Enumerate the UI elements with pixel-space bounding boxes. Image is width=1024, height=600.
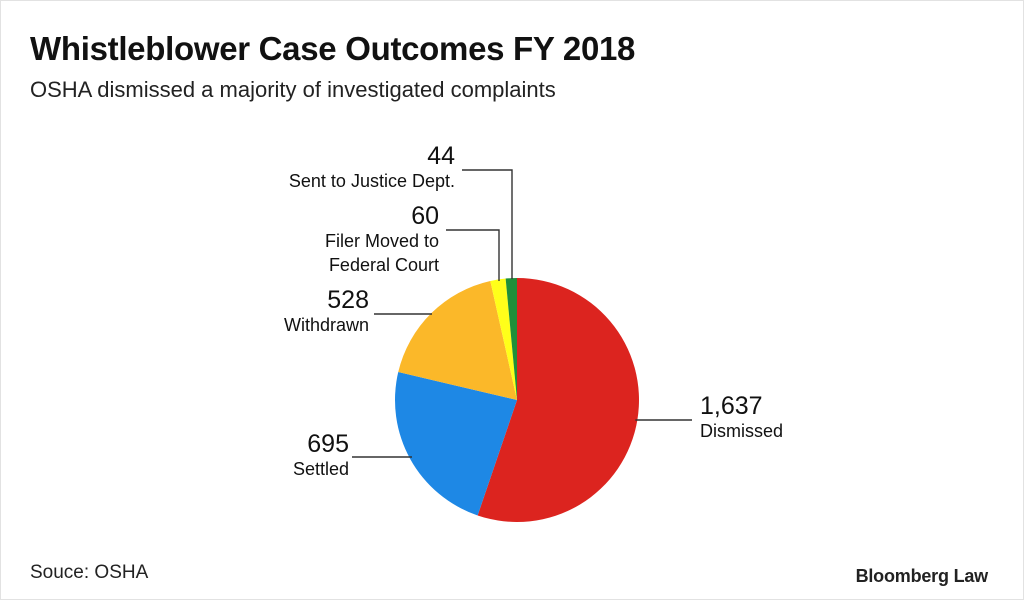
pie-slice-filer-moved-to-federal-court — [490, 278, 517, 400]
pie-slice-sent-to-justice-dept — [505, 278, 517, 400]
pie-slice-withdrawn — [398, 280, 517, 400]
pie-slices — [395, 278, 640, 522]
chart-subtitle: OSHA dismissed a majority of investigate… — [30, 77, 556, 102]
category-label-settled: Settled — [293, 459, 349, 479]
category-label-sent-to-justice-dept: Sent to Justice Dept. — [289, 171, 455, 191]
value-label-withdrawn: 528 — [327, 286, 369, 314]
source-note: Souce: OSHA — [30, 562, 149, 583]
value-label-filer-moved-to-federal-court: 60 — [411, 202, 439, 230]
value-label-sent-to-justice-dept: 44 — [427, 142, 455, 170]
category-label-filer-moved-to-federal-court: Filer Moved to Federal Court — [325, 231, 439, 275]
category-label-withdrawn: Withdrawn — [284, 315, 369, 335]
value-label-settled: 695 — [307, 430, 349, 458]
pie-slice-settled — [395, 372, 517, 516]
pie-leader-lines — [352, 169, 692, 458]
pie-slice-dismissed — [477, 278, 640, 522]
leader-line-filer-moved-to-federal-court — [446, 229, 500, 281]
brand-logo: Bloomberg Law — [855, 566, 989, 586]
chart-title: Whistleblower Case Outcomes FY 2018 — [30, 30, 636, 67]
leader-line-sent-to-justice-dept — [462, 169, 513, 279]
category-label-dismissed: Dismissed — [700, 421, 783, 441]
value-label-dismissed: 1,637 — [700, 392, 763, 420]
